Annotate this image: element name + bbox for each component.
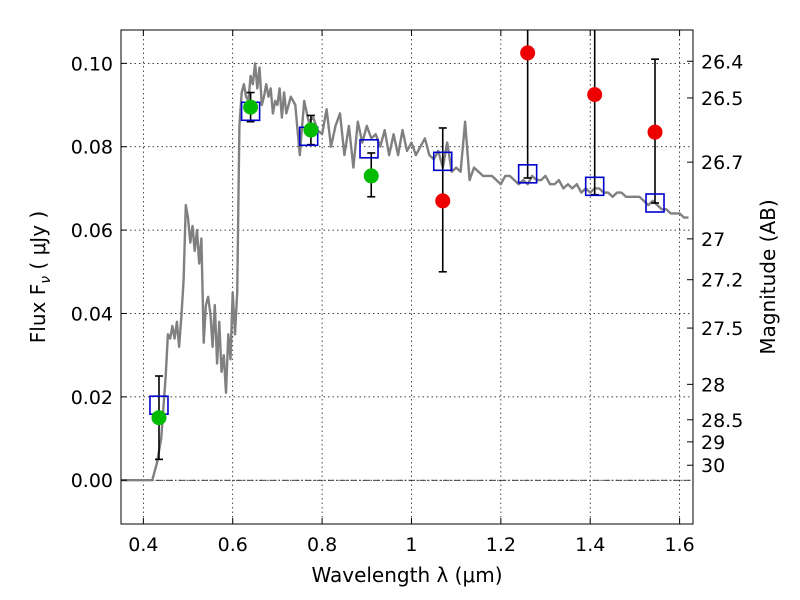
axis-ticks xyxy=(121,30,693,524)
y-axis-title: Flux Fν ( μJy ) xyxy=(26,211,54,343)
y2-tick-label: 29 xyxy=(701,432,725,454)
y2-axis-title: Magnitude (AB) xyxy=(756,199,780,354)
non-detection-point xyxy=(435,193,451,209)
y2-tick-label: 26.4 xyxy=(701,51,743,73)
x-tick-label: 0.4 xyxy=(128,534,158,556)
detection-point xyxy=(363,168,379,184)
detection-point xyxy=(243,99,259,115)
y-axis-title-subscript: ν xyxy=(38,276,54,284)
y-tick-labels: 0.00 0.02 0.04 0.06 0.08 0.10 xyxy=(71,53,113,492)
y-tick-label: 0.00 xyxy=(71,470,113,492)
non-detection-point xyxy=(587,87,603,103)
spectrum-line xyxy=(121,62,689,482)
model-band-square xyxy=(645,193,665,213)
x-tick-labels: 0.4 0.6 0.8 1 1.2 1.4 1.6 xyxy=(128,534,694,556)
x-tick-label: 0.6 xyxy=(218,534,248,556)
y2-tick-label: 27.2 xyxy=(701,270,743,292)
y-axis-title-main: Flux F xyxy=(26,284,50,343)
model-spectrum xyxy=(121,62,689,482)
y2-tick-label: 28 xyxy=(701,374,725,396)
model-band-square xyxy=(432,151,453,172)
photometry-points xyxy=(151,45,663,426)
y-tick-label: 0.08 xyxy=(71,137,113,159)
y2-tick-label: 26.7 xyxy=(701,152,743,174)
x-tick-label: 1.2 xyxy=(486,534,516,556)
y2-tick-label: 28.5 xyxy=(701,410,743,432)
y2-tick-label: 27 xyxy=(701,229,725,251)
x-axis-title: Wavelength λ (μm) xyxy=(311,563,502,587)
x-tick-label: 1.4 xyxy=(575,534,605,556)
non-detection-point xyxy=(520,45,536,61)
non-detection-point xyxy=(647,124,663,140)
plot-frame xyxy=(120,29,694,525)
y-tick-label: 0.06 xyxy=(71,220,113,242)
x-tick-label: 1 xyxy=(405,534,417,556)
x-tick-label: 0.8 xyxy=(307,534,337,556)
model-band-square xyxy=(359,139,379,159)
model-band-square xyxy=(517,164,538,184)
y-tick-label: 0.10 xyxy=(71,53,113,75)
y-tick-label: 0.04 xyxy=(71,303,113,325)
y2-tick-label: 26.5 xyxy=(701,88,743,110)
y-axis-title-unit: ( μJy ) xyxy=(26,211,50,276)
detection-point xyxy=(303,122,319,138)
x-tick-label: 1.6 xyxy=(664,534,694,556)
y2-tick-label: 27.5 xyxy=(701,318,743,340)
y2-tick-label: 30 xyxy=(701,455,725,477)
detection-point xyxy=(151,410,167,426)
model-band-square xyxy=(584,176,605,197)
y-tick-label: 0.02 xyxy=(71,387,113,409)
